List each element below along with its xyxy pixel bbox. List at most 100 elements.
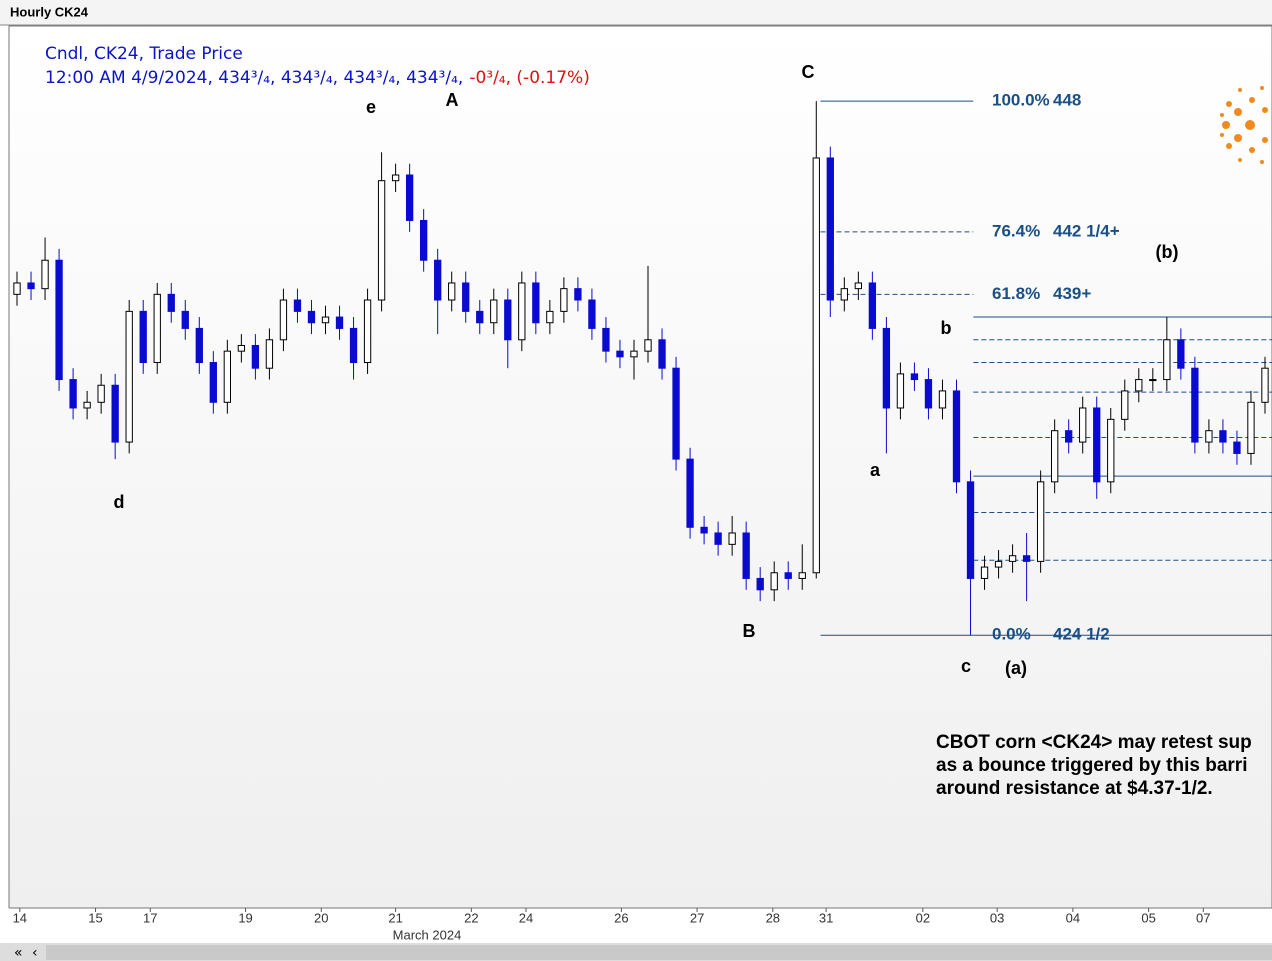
candle-body [966,481,975,579]
candle-body [237,344,246,352]
candle-body [658,339,666,369]
candle-body [532,282,540,324]
comment-line: around resistance at $4.37-1/2. [936,778,1213,799]
wave-label: (b) [1156,242,1179,262]
x-tick-label: 31 [819,910,833,925]
x-tick-label: 14 [13,910,27,925]
candle-body [644,339,652,352]
candle-body [910,373,919,381]
candle-body [980,566,989,579]
candle-body [27,282,35,290]
wave-label: d [114,492,125,512]
candle-body [854,282,862,290]
fib-pct: 0.0% [992,625,1031,644]
candle-body [223,350,231,403]
x-tick-label: 21 [388,910,402,925]
candle-body [391,174,400,182]
candle-body [812,157,820,574]
wave-label: c [961,656,971,676]
candle-body [476,310,484,324]
candle-body [686,458,694,528]
x-tick-label: 07 [1196,910,1210,925]
scroll-left[interactable]: ‹ [32,945,38,961]
candle-body [363,299,372,364]
candle-body [994,560,1003,568]
legend-line-2: 12:00 AM 4/9/2024, 434³/₄, 434³/₄, 434³/… [45,68,590,88]
candle-body [868,282,877,329]
candle-body [1079,407,1087,443]
candle-body [1121,390,1129,420]
candle-body [97,384,105,403]
candle-body [307,310,316,324]
fib-price: 424 1/2 [1053,625,1110,644]
candle-body [630,350,638,358]
wave-label: B [743,621,756,641]
candle-body [616,350,624,358]
candle-body [938,390,947,409]
candle-body [1219,430,1227,443]
candle-body [1036,481,1045,562]
candle-body [448,282,456,301]
x-tick-label: 15 [88,910,102,925]
candle-body [209,362,217,403]
candle-body [560,288,568,312]
candle-body [125,310,133,443]
candle-body [55,259,63,381]
x-tick-label: 20 [314,910,328,925]
header-bar [0,0,1272,25]
candle-body [826,157,834,301]
candle-body [700,526,708,534]
fib-price: 439+ [1053,284,1091,303]
candle-body [1163,339,1171,381]
candle-body [504,299,512,341]
fib-pct: 100.0% [992,91,1050,110]
comment-line: as a bounce triggered by this barri [936,755,1247,776]
candle-body [798,572,806,579]
candle-body [167,293,175,312]
candle-body [335,316,344,329]
x-tick-label: 22 [464,910,478,925]
candle-body [195,327,203,364]
candle-body [588,299,596,329]
candle-body [83,401,91,409]
candle-body [1008,555,1017,562]
candle-body [181,310,189,329]
wave-label: e [366,97,376,117]
wave-label: b [941,318,952,338]
legend-quote: 12:00 AM 4/9/2024, 434³/₄, 434³/₄, 434³/… [45,68,463,88]
candle-body [153,293,161,364]
legend-change: -0³/₄, (-0.17%) [469,68,590,88]
candle-body [742,532,750,579]
candle-body [279,299,288,341]
candle-body [574,288,582,301]
candle-body [251,344,260,369]
candle-body [840,288,848,301]
candle-body [602,327,610,352]
candle-body [672,367,680,460]
fib-price: 448 [1053,91,1081,110]
candle-body [1093,407,1101,483]
wave-label: (a) [1005,658,1027,678]
candle-body [728,532,736,545]
wave-label: A [446,90,459,110]
x-axis-title: March 2024 [393,927,462,942]
candle-body [377,180,386,301]
candle-body [1149,379,1157,382]
scroll-first[interactable]: « [14,945,23,961]
logo [1220,86,1268,164]
x-tick-label: 19 [238,910,252,925]
legend-line-1: Cndl, CK24, Trade Price [45,44,243,64]
candle-body [756,577,764,591]
scroll-thumb[interactable] [46,945,1272,960]
candle-body [1107,418,1115,483]
candle-body [405,174,414,221]
wave-label: C [802,62,815,82]
candle-body [896,373,905,409]
candle-body [882,327,891,409]
candle-body [293,299,302,312]
candle-body [1177,339,1185,369]
candle-body [770,572,778,591]
candle-body [1191,367,1199,443]
candle-body [434,259,442,301]
